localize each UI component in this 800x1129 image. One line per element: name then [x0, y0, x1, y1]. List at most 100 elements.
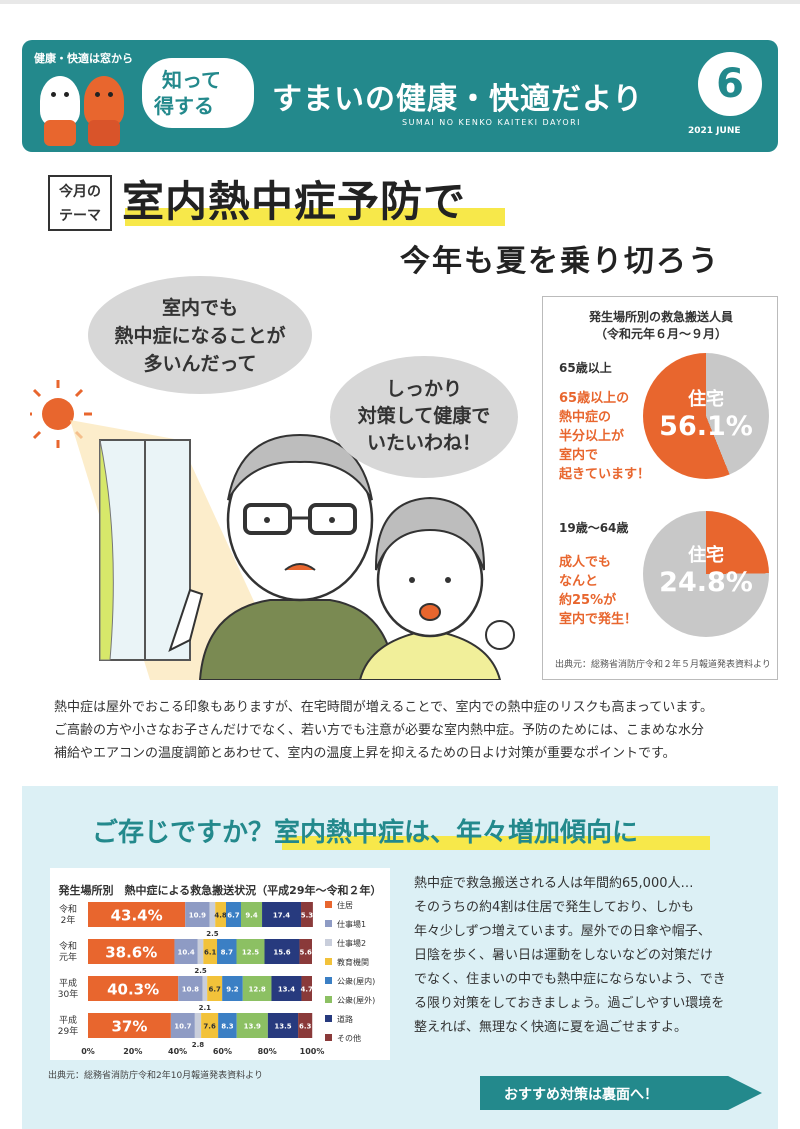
data-label: 2.1 — [199, 1004, 212, 1012]
stats-panel-title-line-2: （令和元年６月〜９月） — [594, 327, 727, 341]
data-label: 12.8 — [248, 986, 265, 994]
category-label: 平成 — [59, 977, 77, 989]
group1-text-line: 65歳以上の — [559, 391, 630, 406]
data-label: 10.8 — [182, 986, 199, 994]
bar-segment — [242, 976, 272, 1001]
chart-title: 発生場所別 熱中症による救急搬送状況（平成29年〜令和２年） — [58, 884, 382, 897]
section-body-line: 日陰を歩く、暑い日は運動をしないなどの対策だけ — [414, 948, 714, 963]
data-label: 10.7 — [174, 1023, 191, 1031]
data-label: 2.5 — [206, 930, 219, 938]
bar-segment — [197, 939, 204, 964]
data-label: 12.5 — [242, 949, 259, 957]
bar-segment — [236, 1013, 268, 1038]
legend-swatch — [325, 920, 332, 927]
group2-pie-label: 住宅 24.8% — [643, 541, 769, 598]
header-tagline: 健康・快適は窓から — [34, 52, 133, 65]
legend-label: 仕事場2 — [337, 938, 366, 948]
data-label: 8.7 — [221, 949, 234, 957]
bar-segment — [271, 976, 302, 1001]
section-highlight — [282, 836, 710, 850]
data-label: 8.3 — [221, 1023, 234, 1031]
issue-number-badge: 6 — [698, 52, 762, 116]
data-label: 2.8 — [192, 1041, 205, 1049]
x-tick-label: 80% — [258, 1047, 277, 1056]
stats-panel-title-line-1: 発生場所別の救急搬送人員 — [588, 310, 733, 324]
bar-segment — [194, 1013, 202, 1038]
woman-speech-line-3: いたいわね！ — [366, 432, 481, 454]
section-title: ご存じですか？室内熱中症は、年々増加傾向に — [92, 818, 639, 848]
legend-swatch — [325, 1034, 332, 1041]
bar-segment — [240, 902, 263, 927]
legend-label: その他 — [337, 1033, 361, 1043]
legend-label: 公衆(屋外) — [337, 995, 375, 1005]
legend-swatch — [325, 1015, 332, 1022]
woman-speech-bubble: しっかり 対策して健康で いたいわね！ — [330, 356, 518, 478]
x-tick-label: 20% — [123, 1047, 142, 1056]
bar-segment — [185, 902, 210, 927]
bar-segment — [301, 902, 313, 927]
x-tick-label: 0% — [81, 1047, 95, 1056]
theme-tag-line-1: 今月の — [59, 184, 101, 200]
data-label: 9.2 — [226, 986, 239, 994]
page-edge — [0, 0, 800, 4]
bar-segment — [170, 1013, 195, 1038]
group1-pie-category: 住宅 — [688, 389, 724, 410]
section-body-line: 熱中症で救急搬送される人は年間約65,000人… — [414, 876, 694, 891]
section-body-line: でなく、住まいの中でも熱中症にならないよう、でき — [414, 972, 726, 987]
data-label: 6.3 — [299, 1023, 312, 1031]
intro-paragraph: 熱中症は屋外でおこる印象もありますが、在宅時間が増えることで、室内での熱中症のリ… — [54, 696, 754, 765]
category-label: 30年 — [58, 988, 78, 1000]
legend-swatch — [325, 958, 332, 965]
section-body-line: 年々少しずつ増えています。屋外での日傘や帽子、 — [414, 924, 711, 939]
bar-segment — [88, 939, 175, 964]
section-body-line: 整えれば、無理なく快適に夏を過ごせますよ。 — [414, 1020, 688, 1035]
legend-label: 仕事場1 — [337, 919, 366, 929]
bar-segment — [218, 1013, 237, 1038]
data-label: 5.3 — [301, 912, 314, 920]
data-label: 7.6 — [203, 1023, 216, 1031]
legend-label: 教育機関 — [337, 957, 369, 967]
section-body-line: そのうちの約4割は住居で発生しており、しかも — [414, 900, 694, 915]
intro-line: ご高齢の方や小さなお子さんだけでなく、若い方でも注意が必要な室内熱中症。予防のた… — [54, 723, 705, 738]
know-bubble: 知って 得する — [142, 58, 254, 128]
data-label: 6.7 — [227, 912, 240, 920]
data-label: 9.4 — [245, 912, 258, 920]
bar-segment — [264, 939, 300, 964]
legend-label: 公衆(屋内) — [337, 976, 375, 986]
bar-segment — [202, 976, 208, 1001]
bar-segment — [236, 939, 265, 964]
bar-segment — [88, 902, 186, 927]
data-label: 10.9 — [189, 912, 206, 920]
man-speech-line-2: 熱中症になることが — [114, 325, 286, 347]
chart-container: 発生場所別 熱中症による救急搬送状況（平成29年〜令和２年） 令和 2年 43.4%… — [50, 868, 390, 1060]
group1-label: 65歳以上 — [559, 361, 612, 375]
group2-text-line: なんと — [559, 574, 599, 589]
legend-swatch — [325, 901, 332, 908]
chart-source: 出典元：総務省消防庁令和2年10月報道発表資料より — [48, 1071, 263, 1081]
x-tick-label: 40% — [168, 1047, 187, 1056]
theme-tag: 今月の テーマ — [48, 175, 112, 231]
legend-swatch — [325, 939, 332, 946]
data-label: 15.6 — [273, 949, 290, 957]
group2-text-line: 約25%が — [559, 593, 617, 608]
x-tick-label: 100% — [300, 1047, 325, 1056]
data-label: 38.6% — [105, 944, 157, 962]
theme-title: 室内熱中症予防で — [122, 177, 467, 226]
data-label: 37% — [111, 1018, 147, 1036]
legend-label: 道路 — [337, 1014, 353, 1024]
bar-segment — [215, 902, 226, 927]
data-label: 4.8 — [214, 912, 227, 920]
bar-segment — [88, 976, 179, 1001]
know-line-2: 得する — [154, 94, 214, 118]
group2-pie-chart — [643, 511, 769, 637]
bar-segment — [262, 902, 302, 927]
x-tick-label: 60% — [213, 1047, 232, 1056]
section-body-line: る限り対策をしておきましょう。過ごしやすい環境を — [414, 996, 725, 1011]
issue-date: 2021 JUNE — [688, 126, 741, 136]
category-label: 令和 — [59, 903, 77, 915]
group1-text: 65歳以上の 熱中症の 半分以上が 室内で 起きています！ — [559, 389, 650, 484]
group2-text: 成人でも なんと 約25%が 室内で発生！ — [559, 553, 637, 629]
intro-line: 熱中症は屋外でおこる印象もありますが、在宅時間が増えることで、室内での熱中症のリ… — [54, 700, 713, 715]
window-icon — [99, 439, 191, 661]
legend-swatch — [325, 996, 332, 1003]
